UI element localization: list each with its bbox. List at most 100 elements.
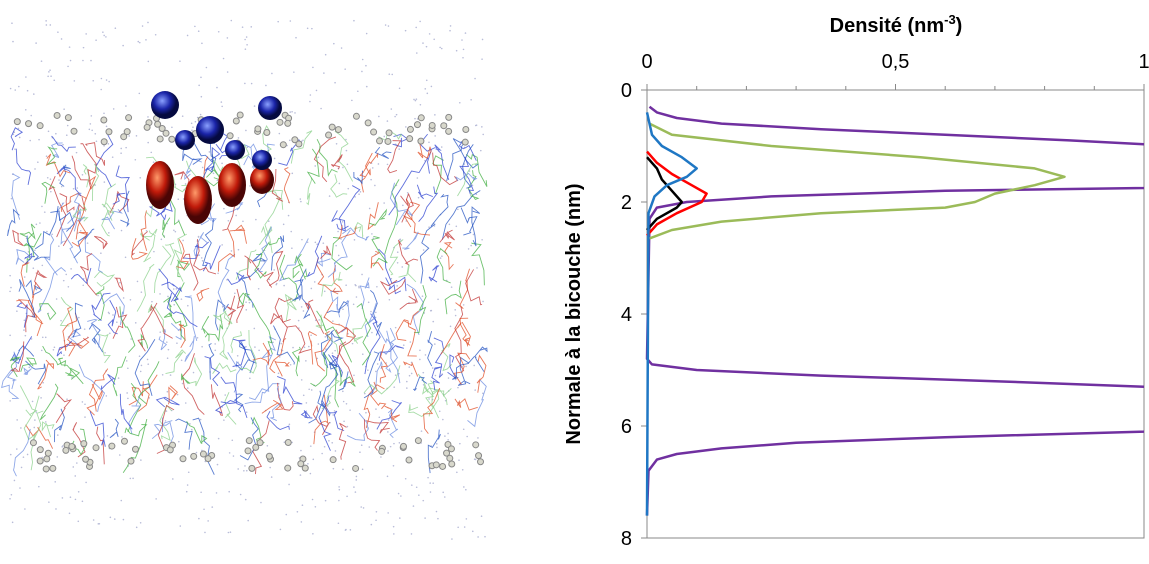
water [111, 156, 114, 158]
water [360, 506, 363, 508]
water [346, 163, 349, 166]
water [160, 238, 163, 241]
water [289, 139, 291, 142]
water [107, 143, 110, 145]
water [294, 112, 296, 114]
water [208, 151, 211, 153]
lipid-chain [457, 162, 479, 197]
water [41, 336, 44, 339]
lipid-chain [334, 130, 354, 182]
headgroup [254, 125, 262, 133]
lipid-chain [23, 233, 42, 258]
water [200, 95, 203, 98]
water [23, 276, 26, 278]
water [108, 232, 110, 234]
lipid-chain [136, 263, 155, 312]
water [147, 21, 149, 24]
lipid-chain [229, 224, 247, 244]
water [383, 135, 386, 138]
water [345, 138, 347, 141]
water [226, 71, 229, 73]
water [357, 90, 359, 93]
lipid-chain [385, 330, 398, 373]
headgroup [123, 128, 131, 136]
water [241, 26, 244, 28]
water [376, 363, 379, 365]
water [306, 241, 309, 244]
water [416, 52, 418, 54]
lipid-chain [161, 281, 183, 303]
lipid-chain [471, 206, 481, 247]
lipid-chain [26, 232, 34, 273]
water [232, 455, 235, 457]
water [169, 374, 172, 376]
water [345, 528, 347, 531]
water [37, 161, 39, 164]
lipid-chain [212, 362, 237, 375]
water [31, 314, 34, 316]
headgroup [64, 114, 72, 122]
water [226, 37, 229, 39]
water [63, 108, 65, 110]
water [455, 225, 458, 228]
water [288, 423, 291, 426]
water [338, 486, 340, 488]
water [74, 498, 77, 501]
lipid-chain [182, 241, 209, 259]
water [147, 60, 150, 63]
water [18, 136, 21, 139]
lipid-chain [246, 257, 252, 281]
water [482, 133, 484, 136]
water [277, 372, 280, 375]
water [134, 322, 137, 324]
lipid-chain [467, 170, 480, 201]
headgroup [36, 446, 44, 454]
water [120, 499, 123, 502]
water [358, 285, 360, 288]
water [197, 236, 200, 238]
water [335, 142, 338, 145]
water [41, 264, 44, 267]
water [402, 204, 404, 207]
water [375, 519, 377, 522]
water [22, 456, 25, 458]
headgroup [446, 454, 454, 462]
density-line [645, 112, 698, 516]
water [184, 402, 187, 404]
water [231, 439, 234, 442]
water [416, 177, 419, 179]
lipid-chain [306, 148, 320, 184]
lipid-chain [460, 207, 478, 236]
water [23, 319, 26, 322]
lipid-chain [370, 289, 382, 336]
water [49, 69, 51, 72]
lipid-chain [59, 193, 75, 213]
water [49, 178, 52, 180]
lipid-chain [109, 418, 119, 439]
lipid-chain [202, 245, 221, 272]
lipid-chain [176, 238, 189, 270]
lipid-chain [323, 301, 353, 338]
headgroup [36, 457, 44, 465]
water [90, 59, 92, 62]
water [393, 386, 396, 388]
water [44, 336, 47, 339]
water [164, 420, 167, 422]
headgroup [166, 446, 174, 454]
water [250, 82, 253, 85]
lipid-chain [292, 253, 304, 279]
water [95, 140, 98, 143]
lipid-chain [87, 318, 101, 348]
water [312, 532, 314, 535]
lipid-chain [291, 346, 301, 377]
water [415, 26, 417, 29]
lipid-chain [332, 265, 343, 292]
lipid-chain [220, 376, 248, 419]
water [112, 314, 114, 316]
water [296, 510, 299, 513]
water [118, 454, 121, 456]
water [9, 334, 11, 337]
water [337, 254, 340, 257]
water [100, 252, 102, 255]
lipid-chain [459, 156, 475, 195]
